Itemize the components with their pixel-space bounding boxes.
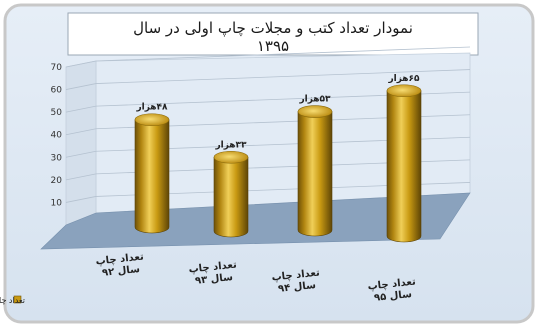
y-tick-label: 40 <box>51 131 63 141</box>
chart-title-line-2: ۱۳۹۵ <box>257 37 289 55</box>
plot-side-wall <box>65 60 97 226</box>
x-tick-label-line: سال ۹۵ <box>374 289 413 304</box>
gridline-70 <box>95 46 471 62</box>
gridline-side-70 <box>65 60 97 68</box>
bar-group <box>297 105 333 237</box>
x-tick-label-line: تعداد چاپ <box>271 267 320 283</box>
chart-title-line-1: نمودار تعداد کتب و مجلات چاپ اولی در سال <box>133 19 413 37</box>
legend-swatch <box>13 295 22 304</box>
y-tick-label: 60 <box>51 86 63 96</box>
legend-label: تعداد چاپ اول <box>0 296 25 305</box>
legend: تعداد چاپ اول <box>0 295 25 305</box>
x-tick-label-line: تعداد چاپ <box>367 276 416 292</box>
gridline-60 <box>95 69 471 84</box>
x-tick-label-line: سال ۹۳ <box>195 272 234 287</box>
plot-area: 10 20 30 40 50 60 70 ۴۸هزار ۳۳هزار ۵۳هزار ۶۵هزار تع… <box>40 46 471 304</box>
bar-group <box>134 113 170 234</box>
x-tick-label-line: سال ۹۲ <box>102 264 141 279</box>
data-label: ۵۳هزار <box>298 95 331 105</box>
bar <box>134 119 170 234</box>
x-tick-label-line: تعداد چاپ <box>188 259 237 275</box>
bar-top-cap <box>213 150 249 164</box>
x-tick-label: تعداد چاپسال ۹۵ <box>367 276 418 304</box>
data-label: ۶۵هزار <box>387 74 420 84</box>
bar <box>213 156 249 238</box>
bar-top-cap <box>134 113 170 127</box>
x-tick-label: تعداد چاپسال ۹۲ <box>95 251 146 279</box>
gridline-side-40 <box>65 128 97 136</box>
data-label: ۴۸هزار <box>135 103 168 113</box>
bar <box>386 90 422 243</box>
bar-group <box>213 150 249 238</box>
x-tick-label-line: تعداد چاپ <box>95 251 144 267</box>
data-label: ۳۳هزار <box>214 140 247 150</box>
title-box <box>67 12 479 56</box>
gridline-side-60 <box>65 83 97 90</box>
gridline-side-50 <box>65 105 97 113</box>
y-tick-label: 50 <box>51 108 63 118</box>
bar-top-cap <box>386 84 422 98</box>
bar-group <box>386 84 422 243</box>
y-tick-label: 10 <box>51 198 63 208</box>
y-tick-label: 20 <box>51 176 63 186</box>
x-tick-label: تعداد چاپسال ۹۴ <box>271 267 322 295</box>
gridline-side-20 <box>65 173 97 181</box>
y-tick-label: 30 <box>51 153 63 163</box>
y-tick-label: 70 <box>51 63 63 73</box>
plot-floor <box>40 192 471 250</box>
bar <box>297 111 333 237</box>
bar-top-cap <box>297 105 333 118</box>
gridline-side-10 <box>65 196 97 203</box>
x-tick-label: تعداد چاپسال ۹۳ <box>188 259 239 287</box>
x-tick-label-line: سال ۹۴ <box>278 280 317 295</box>
gridline-side-30 <box>65 150 97 158</box>
